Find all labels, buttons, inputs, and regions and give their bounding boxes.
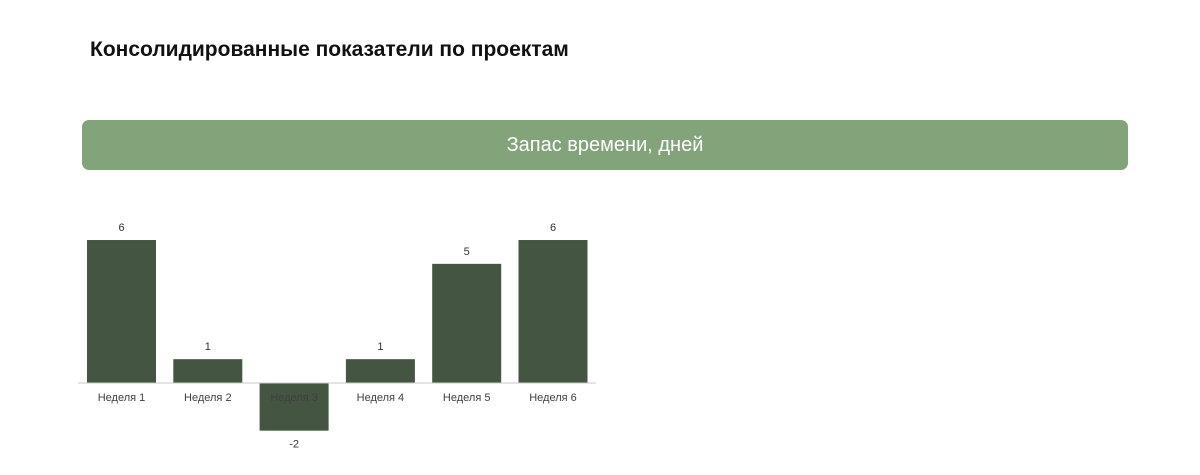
bar-3 bbox=[259, 383, 329, 431]
category-label-1: Неделя 1 bbox=[98, 392, 146, 404]
value-label-3: -2 bbox=[289, 439, 299, 451]
bar-1 bbox=[87, 240, 156, 383]
bar-6 bbox=[518, 240, 588, 383]
bar-5 bbox=[432, 263, 502, 383]
chart-title-banner: Запас времени, дней bbox=[82, 120, 1128, 170]
category-label-3: Неделя 3 bbox=[270, 392, 318, 404]
value-label-5: 5 bbox=[464, 246, 470, 258]
chart-title: Запас времени, дней bbox=[506, 133, 704, 156]
value-label-6: 6 bbox=[550, 222, 556, 234]
category-label-5: Неделя 5 bbox=[443, 392, 491, 404]
bars-layer bbox=[87, 240, 588, 431]
value-labels-layer: 6 1 -2 1 5 6 bbox=[118, 222, 556, 451]
category-label-4: Неделя 4 bbox=[357, 392, 405, 404]
page-title: Консолидированные показатели по проектам bbox=[90, 38, 569, 61]
value-label-2: 1 bbox=[205, 341, 211, 353]
value-label-1: 6 bbox=[118, 222, 124, 234]
category-label-6: Неделя 6 bbox=[529, 392, 577, 404]
bar-2 bbox=[173, 359, 243, 383]
bar-4 bbox=[345, 359, 415, 383]
category-labels-layer: Неделя 1 Неделя 2 Неделя 3 Неделя 4 Неделя 5… bbox=[98, 392, 577, 404]
category-label-2: Неделя 2 bbox=[184, 392, 232, 404]
bar-chart: Неделя 1 Неделя 2 Неделя 3 Неделя 4 Неделя 5… bbox=[78, 222, 596, 451]
value-label-4: 1 bbox=[377, 341, 383, 353]
